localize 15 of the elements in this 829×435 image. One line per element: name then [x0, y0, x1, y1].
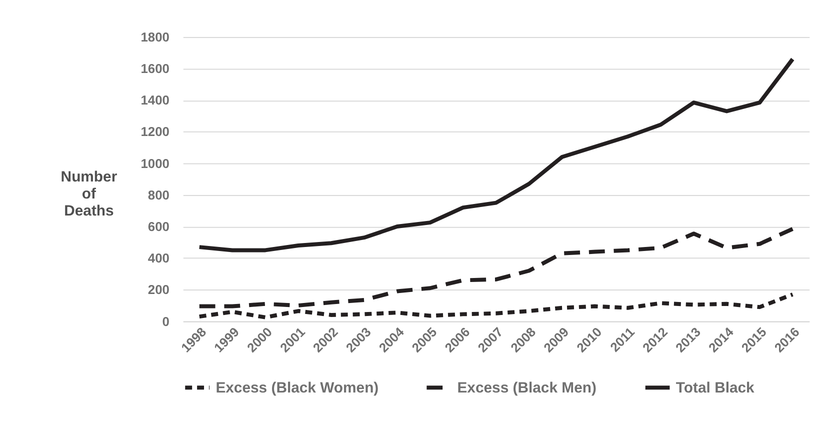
y-tick-label: 0 — [162, 314, 170, 329]
legend-label: Excess (Black Men) — [457, 380, 596, 397]
y-tick-label: 600 — [148, 219, 170, 234]
y-tick-label: 1200 — [140, 124, 170, 140]
legend-label: Excess (Black Women) — [216, 380, 379, 397]
y-tick-label: 200 — [148, 282, 170, 298]
line-series — [197, 57, 795, 252]
y-tick-label: 1000 — [140, 156, 170, 171]
y-tick-label: 400 — [148, 250, 170, 266]
y-tick-label: 1400 — [140, 92, 170, 108]
y-tick-label: 800 — [148, 187, 170, 202]
y-tick-label: 1800 — [140, 29, 170, 44]
y-tick-label: 1600 — [140, 61, 170, 76]
legend-label: Total Black — [676, 380, 756, 397]
y-axis-title: Number of Deaths — [60, 170, 118, 220]
